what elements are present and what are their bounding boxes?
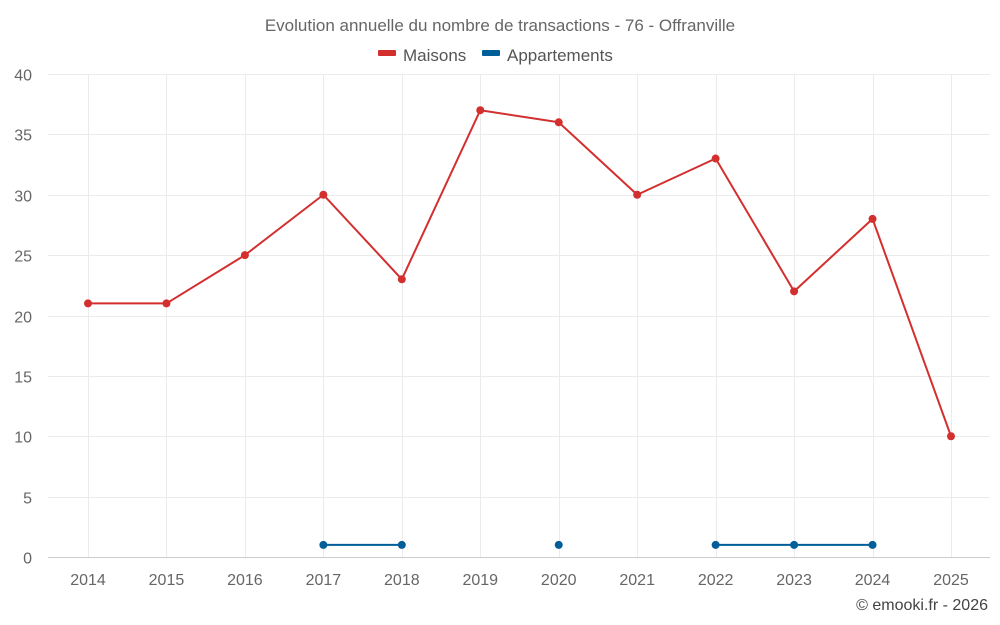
y-gridlines (48, 74, 990, 498)
x-tick-label: 2023 (776, 572, 812, 589)
legend-label-appartements: Appartements (507, 46, 613, 65)
x-tick-label: 2017 (306, 572, 342, 589)
data-point-maisons-2016[interactable] (240, 251, 249, 260)
data-point-maisons-2020[interactable] (554, 118, 563, 127)
data-point-maisons-2018[interactable] (397, 275, 406, 284)
data-point-appartements-2023[interactable] (790, 540, 799, 549)
y-tick-label: 0 (23, 551, 32, 568)
series-layer (84, 106, 955, 549)
credit-text: © emooki.fr - 2026 (856, 597, 988, 614)
data-point-appartements-2018[interactable] (397, 540, 406, 549)
data-point-appartements-2022[interactable] (711, 540, 720, 549)
data-point-appartements-2020[interactable] (554, 540, 563, 549)
data-point-appartements-2017[interactable] (319, 540, 328, 549)
legend-item-appartements[interactable]: Appartements (482, 46, 613, 65)
y-tick-label: 35 (14, 128, 32, 145)
x-axis-tick-labels: 2014 2015 2016 2017 2018 2019 2020 2021 2022 2023… (70, 572, 969, 589)
data-point-maisons-2019[interactable] (476, 106, 485, 115)
data-point-maisons-2014[interactable] (84, 299, 92, 308)
x-tick-label: 2015 (149, 572, 185, 589)
legend: Maisons Appartements (378, 46, 613, 65)
data-point-maisons-2025[interactable] (947, 432, 955, 441)
y-tick-label: 25 (14, 249, 32, 266)
y-axis-tick-labels: 0 5 10 15 20 25 30 35 40 (14, 68, 32, 568)
x-tick-label: 2018 (384, 572, 420, 589)
legend-item-maisons[interactable]: Maisons (378, 46, 466, 65)
series-appartements (319, 540, 877, 549)
y-tick-label: 20 (14, 310, 32, 327)
y-tick-label: 40 (14, 68, 32, 85)
y-tick-label: 30 (14, 189, 32, 206)
x-tick-label: 2019 (462, 572, 498, 589)
x-gridlines (88, 74, 952, 557)
data-point-maisons-2022[interactable] (711, 154, 720, 163)
x-tick-label: 2021 (619, 572, 655, 589)
data-point-maisons-2021[interactable] (633, 190, 642, 199)
legend-swatch-maisons (378, 50, 396, 56)
series-line-maisons (88, 109, 952, 437)
legend-label-maisons: Maisons (403, 46, 466, 65)
x-tick-label: 2022 (698, 572, 734, 589)
data-point-maisons-2017[interactable] (319, 190, 328, 199)
x-tick-label: 2025 (933, 572, 969, 589)
y-tick-label: 5 (23, 491, 32, 508)
x-tick-label: 2024 (855, 572, 891, 589)
x-tick-label: 2016 (227, 572, 263, 589)
data-point-appartements-2024[interactable] (868, 540, 877, 549)
data-point-maisons-2015[interactable] (162, 299, 171, 308)
chart-title: Evolution annuelle du nombre de transact… (265, 16, 735, 35)
x-tick-label: 2014 (70, 572, 106, 589)
y-tick-label: 10 (14, 430, 32, 447)
data-point-maisons-2024[interactable] (868, 214, 877, 223)
x-tick-label: 2020 (541, 572, 577, 589)
data-point-maisons-2023[interactable] (790, 287, 799, 296)
legend-swatch-appartements (482, 50, 500, 56)
y-tick-label: 15 (14, 370, 32, 387)
series-maisons (84, 106, 955, 441)
